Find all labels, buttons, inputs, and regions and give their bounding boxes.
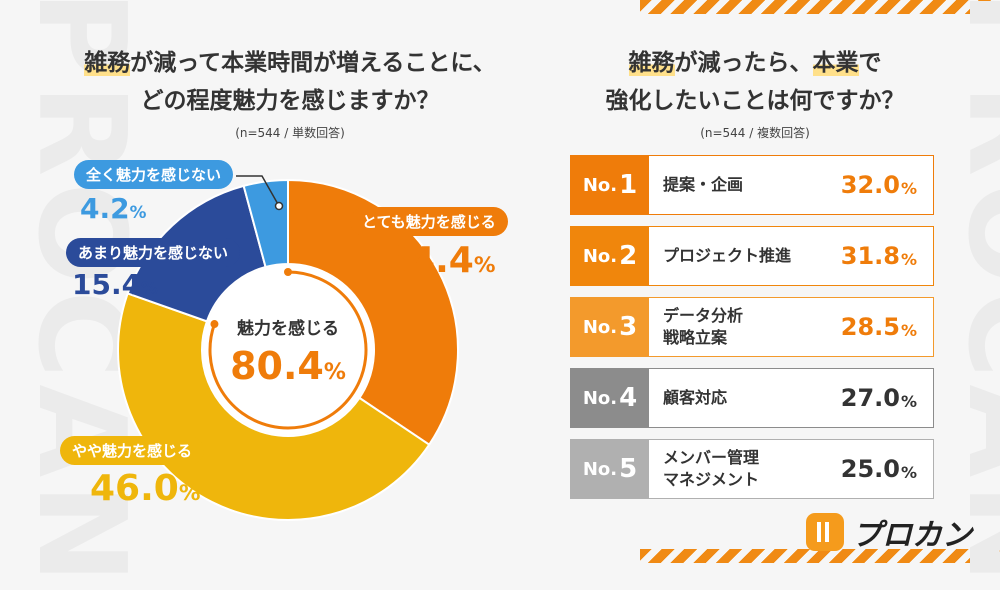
slice-unit-not-very-attractive: % bbox=[141, 278, 158, 298]
rank-number: 1 bbox=[619, 170, 638, 200]
bottom-stripe-decoration bbox=[640, 549, 1000, 563]
arc-endpoint-dot-1 bbox=[284, 268, 292, 276]
slice-number-not-attractive: 4.2 bbox=[80, 192, 130, 225]
leader-dot-not-attractive bbox=[274, 201, 284, 211]
rank-item-line: メンバー管理 bbox=[663, 448, 760, 467]
left-title-highlight: 雑務 bbox=[84, 50, 131, 76]
attractive-share-arc bbox=[208, 270, 368, 430]
rank-prefix: No. bbox=[582, 316, 618, 338]
rank-value-unit: % bbox=[900, 462, 917, 482]
donut-center-label: 魅力を感じる bbox=[237, 319, 339, 339]
rank-value-unit: % bbox=[900, 249, 917, 269]
rank-item: 顧客対応 bbox=[663, 369, 823, 427]
rank-number: 2 bbox=[619, 241, 638, 271]
slice-number-somewhat-attractive: 46.0 bbox=[90, 468, 179, 509]
right-title-highlight-2: 本業 bbox=[812, 50, 859, 76]
left-title-line2: どの程度魅力を感じますか？ bbox=[140, 88, 440, 114]
rank-item: プロジェクト推進 bbox=[663, 227, 823, 285]
slice-unit-not-attractive: % bbox=[129, 202, 147, 222]
slice-unit-somewhat-attractive: % bbox=[178, 481, 201, 506]
rank-number: 3 bbox=[619, 312, 638, 342]
left-sample-note: (n=544 / 単数回答) bbox=[235, 126, 345, 140]
rank-item-line: データ分析 bbox=[663, 306, 744, 325]
right-sample-note: (n=544 / 複数回答) bbox=[700, 126, 810, 140]
rank-item: データ分析 戦略立案 bbox=[663, 298, 823, 356]
rank-value-number: 32.0 bbox=[840, 171, 900, 199]
slice-number-not-very-attractive: 15.4 bbox=[72, 268, 142, 301]
rank-item-line: プロジェクト推進 bbox=[663, 246, 792, 265]
rank-value-unit: % bbox=[900, 178, 917, 198]
rank-row-5: No. 5 メンバー管理 マネジメント 25.0% bbox=[570, 439, 934, 499]
leader-line-not-attractive bbox=[236, 175, 280, 207]
rank-prefix: No. bbox=[582, 174, 618, 196]
rank-value-number: 25.0 bbox=[840, 455, 900, 483]
rank-row-4: No. 4 顧客対応 27.0% bbox=[570, 368, 934, 428]
rank-row-2: No. 2 プロジェクト推進 31.8% bbox=[570, 226, 934, 286]
rank-value: 31.8% bbox=[841, 227, 917, 285]
rank-value: 27.0% bbox=[841, 369, 917, 427]
rank-badge: No. 3 bbox=[571, 298, 649, 356]
rank-item-line: マネジメント bbox=[663, 470, 760, 489]
rank-row-1: No. 1 提案・企画 32.0% bbox=[570, 155, 934, 215]
rank-item-line: 戦略立案 bbox=[663, 328, 728, 347]
rank-row-3: No. 3 データ分析 戦略立案 28.5% bbox=[570, 297, 934, 357]
rank-prefix: No. bbox=[582, 458, 618, 480]
rank-value: 25.0% bbox=[841, 440, 917, 498]
checkered-flag-icon bbox=[806, 513, 844, 551]
left-title-line1: が減って本業時間が増えることに、 bbox=[130, 50, 496, 76]
arc-endpoint-dot-2 bbox=[210, 320, 219, 329]
left-question-title: 雑務が減って本業時間が増えることに、 どの程度魅力を感じますか？ bbox=[30, 44, 550, 120]
slice-value-not-very-attractive: 15.4% bbox=[72, 268, 158, 301]
top-stripe-decoration bbox=[640, 0, 1000, 14]
slice-value-very-attractive: 34.4% bbox=[385, 240, 495, 281]
rank-item: 提案・企画 bbox=[663, 156, 823, 214]
right-title-part2: で bbox=[858, 50, 882, 76]
slice-label-somewhat-attractive: やや魅力を感じる bbox=[60, 436, 205, 465]
brand-logo: プロカン bbox=[806, 510, 972, 554]
rank-value-number: 31.8 bbox=[840, 242, 900, 270]
rank-badge: No. 1 bbox=[571, 156, 649, 214]
rank-value-number: 28.5 bbox=[840, 313, 900, 341]
rank-prefix: No. bbox=[582, 245, 618, 267]
slice-value-somewhat-attractive: 46.0% bbox=[90, 468, 200, 509]
brand-name: プロカン bbox=[852, 518, 972, 553]
slice-label-not-attractive: 全く魅力を感じない bbox=[74, 160, 234, 189]
rank-value: 28.5% bbox=[841, 298, 917, 356]
rank-value: 32.0% bbox=[841, 156, 917, 214]
slice-number-very-attractive: 34.4 bbox=[385, 240, 474, 281]
right-title-line2: 強化したいことは何ですか？ bbox=[605, 88, 905, 114]
rank-badge: No. 5 bbox=[571, 440, 649, 498]
donut-center-value: 80.4% bbox=[216, 344, 360, 388]
donut-center-unit: % bbox=[323, 360, 346, 385]
rank-item-line: 提案・企画 bbox=[663, 175, 744, 194]
rank-badge: No. 2 bbox=[571, 227, 649, 285]
right-title-highlight-1: 雑務 bbox=[628, 50, 675, 76]
rank-number: 5 bbox=[619, 454, 638, 484]
rank-value-unit: % bbox=[900, 320, 917, 340]
rank-badge: No. 4 bbox=[571, 369, 649, 427]
slice-label-very-attractive: とても魅力を感じる bbox=[350, 207, 508, 236]
slice-label-not-very-attractive: あまり魅力を感じない bbox=[66, 238, 241, 267]
rank-number: 4 bbox=[619, 383, 638, 413]
donut-hole bbox=[203, 265, 373, 435]
donut-center-number: 80.4 bbox=[230, 344, 324, 388]
right-title-part1: が減ったら、 bbox=[674, 50, 813, 76]
slice-value-not-attractive: 4.2% bbox=[80, 192, 146, 225]
rank-value-number: 27.0 bbox=[840, 384, 900, 412]
rank-item: メンバー管理 マネジメント bbox=[663, 440, 823, 498]
rank-prefix: No. bbox=[582, 387, 618, 409]
rank-value-unit: % bbox=[900, 391, 917, 411]
rank-item-line: 顧客対応 bbox=[663, 388, 728, 407]
right-question-title: 雑務が減ったら、本業で 強化したいことは何ですか？ bbox=[560, 44, 950, 120]
slice-unit-very-attractive: % bbox=[473, 253, 496, 278]
